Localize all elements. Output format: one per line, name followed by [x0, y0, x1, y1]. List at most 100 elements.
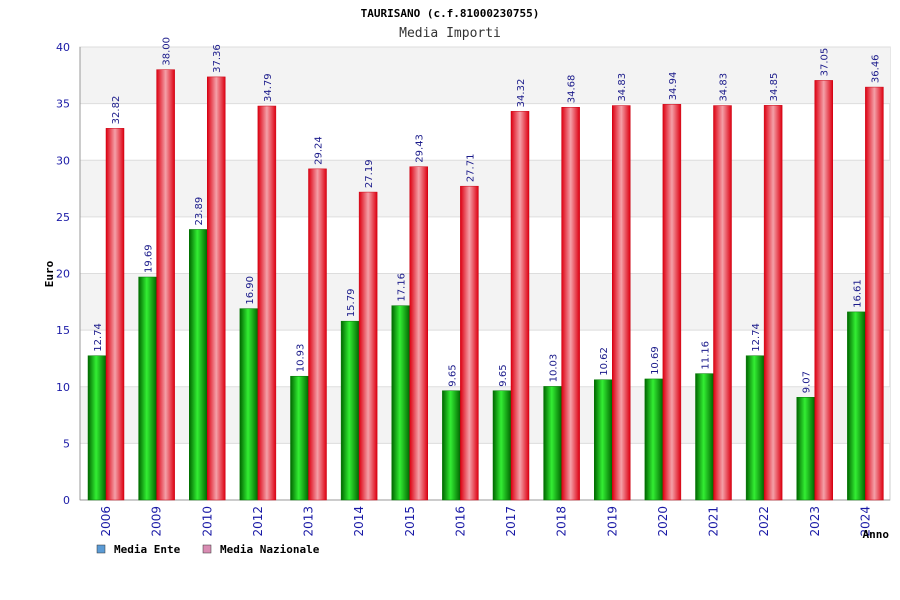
value-labels: 12.74 32.82 19.69 38.00 23.89 37.36 16.90 34.79…: [93, 37, 881, 393]
bar: [391, 305, 410, 501]
bar: [492, 390, 512, 501]
legend: Media Ente Media Nazionale: [96, 543, 320, 556]
data-label: 34.94: [668, 72, 679, 101]
x-tick-label: 2024: [858, 506, 872, 537]
bar: [662, 104, 682, 501]
data-label: 38.00: [162, 37, 173, 66]
y-axis-label: Euro: [43, 260, 56, 287]
bar: [814, 80, 833, 501]
bars: [87, 69, 884, 501]
bar: [87, 355, 107, 501]
bar: [594, 379, 613, 501]
x-tick-label: 2009: [150, 506, 164, 537]
legend-label-media-ente: Media Ente: [114, 543, 181, 556]
bar: [308, 168, 327, 501]
data-label: 12.74: [751, 323, 762, 352]
y-tick-label: 20: [56, 268, 70, 281]
data-label: 19.69: [144, 244, 155, 273]
bar: [290, 375, 309, 501]
bar: [460, 185, 479, 501]
y-tick-label: 40: [56, 41, 70, 54]
data-label: 27.71: [465, 154, 476, 183]
x-tick-label: 2023: [808, 506, 822, 537]
y-tick-label: 10: [56, 381, 70, 394]
bar: [763, 105, 783, 501]
bar: [358, 191, 378, 501]
x-tick-label: 2022: [757, 506, 771, 537]
bar: [257, 105, 277, 501]
chart-title: TAURISANO (c.f.81000230755): [361, 7, 540, 20]
data-label: 37.36: [212, 44, 223, 73]
x-tick-label: 2014: [352, 506, 366, 537]
y-tick-label: 15: [56, 324, 70, 337]
data-label: 10.69: [650, 346, 661, 375]
data-label: 34.83: [617, 73, 628, 102]
y-tick-label: 35: [56, 98, 70, 111]
data-label: 37.05: [820, 48, 831, 77]
x-axis-label: Anno: [863, 528, 890, 541]
bar: [695, 373, 714, 501]
x-tick-label: 2016: [453, 506, 467, 537]
data-label: 9.65: [447, 364, 458, 386]
legend-swatch-media-ente: [96, 544, 106, 554]
data-label: 11.16: [701, 341, 712, 370]
x-tick-label: 2013: [302, 506, 316, 537]
data-label: 10.62: [599, 347, 610, 376]
x-tick-label: 2021: [707, 506, 721, 537]
bar: [409, 166, 428, 501]
data-label: 36.46: [870, 54, 881, 83]
bar: [510, 111, 530, 501]
data-label: 12.74: [93, 323, 104, 352]
data-label: 17.16: [397, 273, 408, 302]
x-tick-label: 2019: [605, 506, 619, 537]
bar: [442, 390, 461, 501]
data-label: 34.83: [719, 73, 730, 102]
bar: [612, 105, 631, 501]
bar: [138, 276, 157, 501]
y-tick-label: 30: [56, 154, 70, 167]
chart-subtitle: Media Importi: [399, 26, 501, 41]
bar: [644, 378, 664, 501]
bar: [561, 106, 580, 501]
data-label: 34.79: [263, 73, 274, 102]
legend-swatch-media-nazionale: [202, 544, 212, 554]
bar: [713, 105, 732, 501]
bar: [745, 355, 765, 501]
bar: [847, 311, 866, 501]
data-label: 9.65: [498, 364, 509, 386]
data-label: 34.85: [769, 73, 780, 102]
data-label: 16.90: [245, 276, 256, 305]
data-label: 23.89: [194, 197, 205, 226]
data-label: 10.03: [549, 354, 560, 383]
y-axis-ticks: 0 5 10 15 20 25 30 35 40: [56, 41, 70, 507]
data-label: 15.79: [346, 289, 357, 318]
data-label: 34.68: [567, 75, 578, 104]
bar: [340, 320, 360, 501]
y-tick-label: 5: [63, 437, 70, 450]
data-label: 34.32: [516, 79, 527, 108]
bar: [239, 308, 259, 501]
bar: [105, 128, 125, 501]
data-label: 29.24: [314, 136, 325, 165]
y-tick-label: 0: [63, 494, 70, 507]
x-tick-label: 2012: [251, 506, 265, 537]
bar: [796, 397, 815, 501]
x-tick-label: 2006: [99, 506, 113, 537]
data-label: 29.43: [415, 134, 426, 163]
data-label: 16.61: [852, 279, 863, 308]
x-tick-label: 2020: [656, 506, 670, 537]
data-label: 32.82: [111, 96, 122, 125]
bar: [189, 229, 208, 501]
bar: [156, 69, 175, 501]
data-label: 9.07: [802, 371, 813, 393]
x-axis-ticks: 2006 2009 2010 2012 2013 2014 2015 2016 2017 2018…: [99, 506, 872, 537]
x-tick-label: 2018: [555, 506, 569, 537]
data-label: 27.19: [364, 159, 375, 188]
x-tick-label: 2017: [504, 506, 518, 537]
data-label: 10.93: [296, 344, 307, 373]
x-tick-label: 2010: [200, 506, 214, 537]
legend-label-media-nazionale: Media Nazionale: [220, 543, 320, 556]
x-tick-label: 2015: [403, 506, 417, 537]
y-tick-label: 25: [56, 211, 70, 224]
